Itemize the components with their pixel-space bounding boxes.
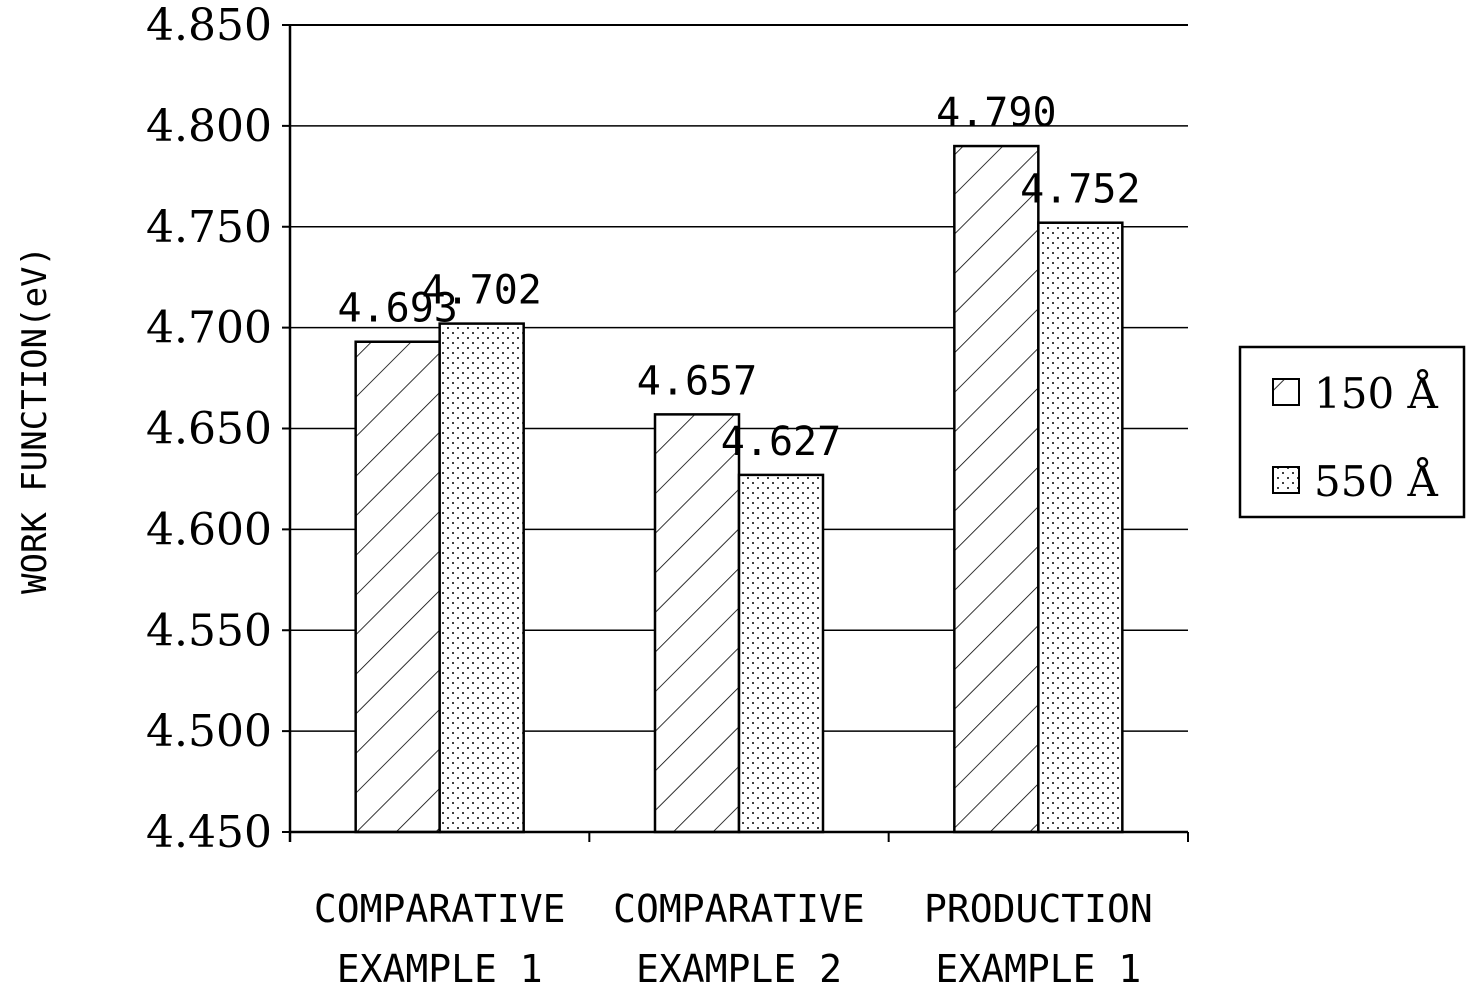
bar-150-cat3 xyxy=(954,146,1038,832)
bar-550-cat2 xyxy=(739,475,823,832)
bar-550-cat1 xyxy=(440,324,524,832)
x-category-label: EXAMPLE 1 xyxy=(337,947,543,991)
x-category-label: COMPARATIVE xyxy=(613,887,865,931)
legend-label: 550 Å xyxy=(1314,456,1439,506)
data-label: 4.627 xyxy=(721,419,841,465)
bar-550-cat3 xyxy=(1038,223,1122,832)
data-label: 4.790 xyxy=(936,90,1056,136)
data-label: 4.657 xyxy=(637,358,757,404)
x-category-label: EXAMPLE 2 xyxy=(636,947,842,991)
y-tick-label: 4.850 xyxy=(146,0,272,51)
y-tick-label: 4.750 xyxy=(146,202,272,253)
bar-150-cat2 xyxy=(655,414,739,832)
legend: 150 Å 550 Å xyxy=(1240,347,1464,517)
x-category-label: COMPARATIVE xyxy=(314,887,566,931)
y-tick-label: 4.650 xyxy=(146,404,272,455)
x-category-label: PRODUCTION xyxy=(924,887,1153,931)
y-tick-label: 4.450 xyxy=(146,807,272,858)
x-category-label: EXAMPLE 1 xyxy=(935,947,1141,991)
y-axis-title: WORK FUNCTION(eV) xyxy=(15,246,55,594)
legend-label: 150 Å xyxy=(1314,368,1439,418)
legend-swatch-hatch xyxy=(1273,379,1299,405)
y-tick-label: 4.800 xyxy=(146,101,272,152)
data-label: 4.702 xyxy=(421,268,541,314)
bars xyxy=(356,146,1123,832)
legend-swatch-dots xyxy=(1273,467,1299,493)
bar-150-cat1 xyxy=(356,342,440,832)
y-tick-label: 4.550 xyxy=(146,605,272,656)
data-label: 4.752 xyxy=(1020,167,1140,213)
y-tick-label: 4.600 xyxy=(146,504,272,555)
y-tick-label: 4.700 xyxy=(146,303,272,354)
y-tick-label: 4.500 xyxy=(146,706,272,757)
